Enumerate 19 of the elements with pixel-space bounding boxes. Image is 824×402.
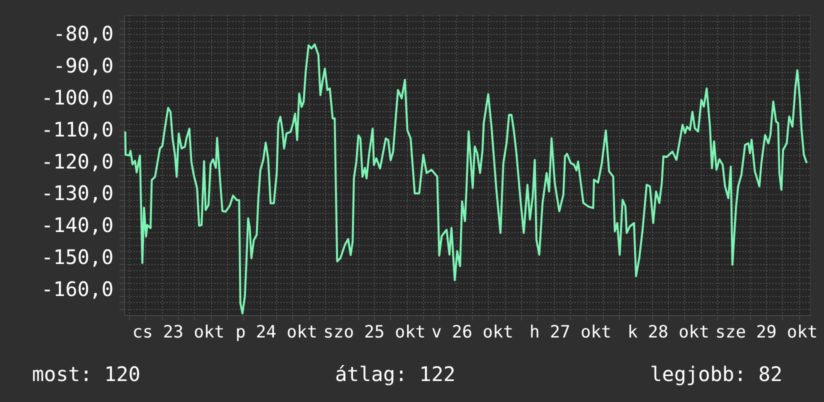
y-tick-label: -130,0 [41,181,114,206]
x-tick-label: h 27 okt [529,322,612,342]
y-tick-label: -140,0 [41,213,114,238]
x-tick-label: k 28 okt [627,322,710,342]
x-tick-label: v 26 okt [431,322,514,342]
y-tick-label: -90,0 [53,54,114,78]
text: átlag: 122 [335,362,456,386]
y-tick-label: -160,0 [41,276,114,301]
text: most: 120 [32,362,140,386]
y-tick-label: -110,0 [41,117,114,142]
y-tick-label: -120,0 [41,149,114,174]
x-tick-label: sze 29 okt [715,322,818,342]
y-tick-label: -150,0 [41,245,114,270]
text: legjobb: 82 [650,362,782,386]
x-tick-label: szo 25 okt [323,322,426,342]
x-tick-label: p 24 okt [235,322,318,342]
y-tick-label: -100,0 [41,85,114,110]
x-tick-label: cs 23 okt [132,322,224,342]
y-tick-label: -80,0 [53,22,114,46]
